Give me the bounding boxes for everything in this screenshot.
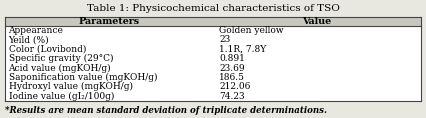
Text: Iodine value (gI₂/100g): Iodine value (gI₂/100g) [9, 92, 114, 101]
Text: Acid value (mgKOH/g): Acid value (mgKOH/g) [9, 63, 111, 73]
Text: Value: Value [302, 17, 331, 26]
Text: Yeild (%): Yeild (%) [9, 35, 49, 44]
Text: 23: 23 [219, 35, 230, 44]
Text: Table 1: Physicochemical characteristics of TSO: Table 1: Physicochemical characteristics… [86, 4, 340, 13]
Bar [5, 17, 421, 101]
Text: 23.69: 23.69 [219, 64, 245, 73]
Text: Color (Lovibond): Color (Lovibond) [9, 45, 86, 54]
Bar [5, 17, 421, 26]
Text: Appearance: Appearance [9, 26, 63, 35]
Text: Saponification value (mgKOH/g): Saponification value (mgKOH/g) [9, 73, 157, 82]
Text: 1.1R, 7.8Y: 1.1R, 7.8Y [219, 45, 267, 54]
Text: 74.23: 74.23 [219, 92, 245, 101]
Text: Parameters: Parameters [78, 17, 140, 26]
Text: Golden yellow: Golden yellow [219, 26, 284, 35]
Text: *Results are mean standard deviation of triplicate determinations.: *Results are mean standard deviation of … [5, 106, 327, 115]
Text: 0.891: 0.891 [219, 54, 245, 63]
Text: 186.5: 186.5 [219, 73, 245, 82]
Text: Hydroxyl value (mgKOH/g): Hydroxyl value (mgKOH/g) [9, 82, 132, 91]
Text: Specific gravity (29°C): Specific gravity (29°C) [9, 54, 113, 63]
Text: 212.06: 212.06 [219, 82, 251, 91]
